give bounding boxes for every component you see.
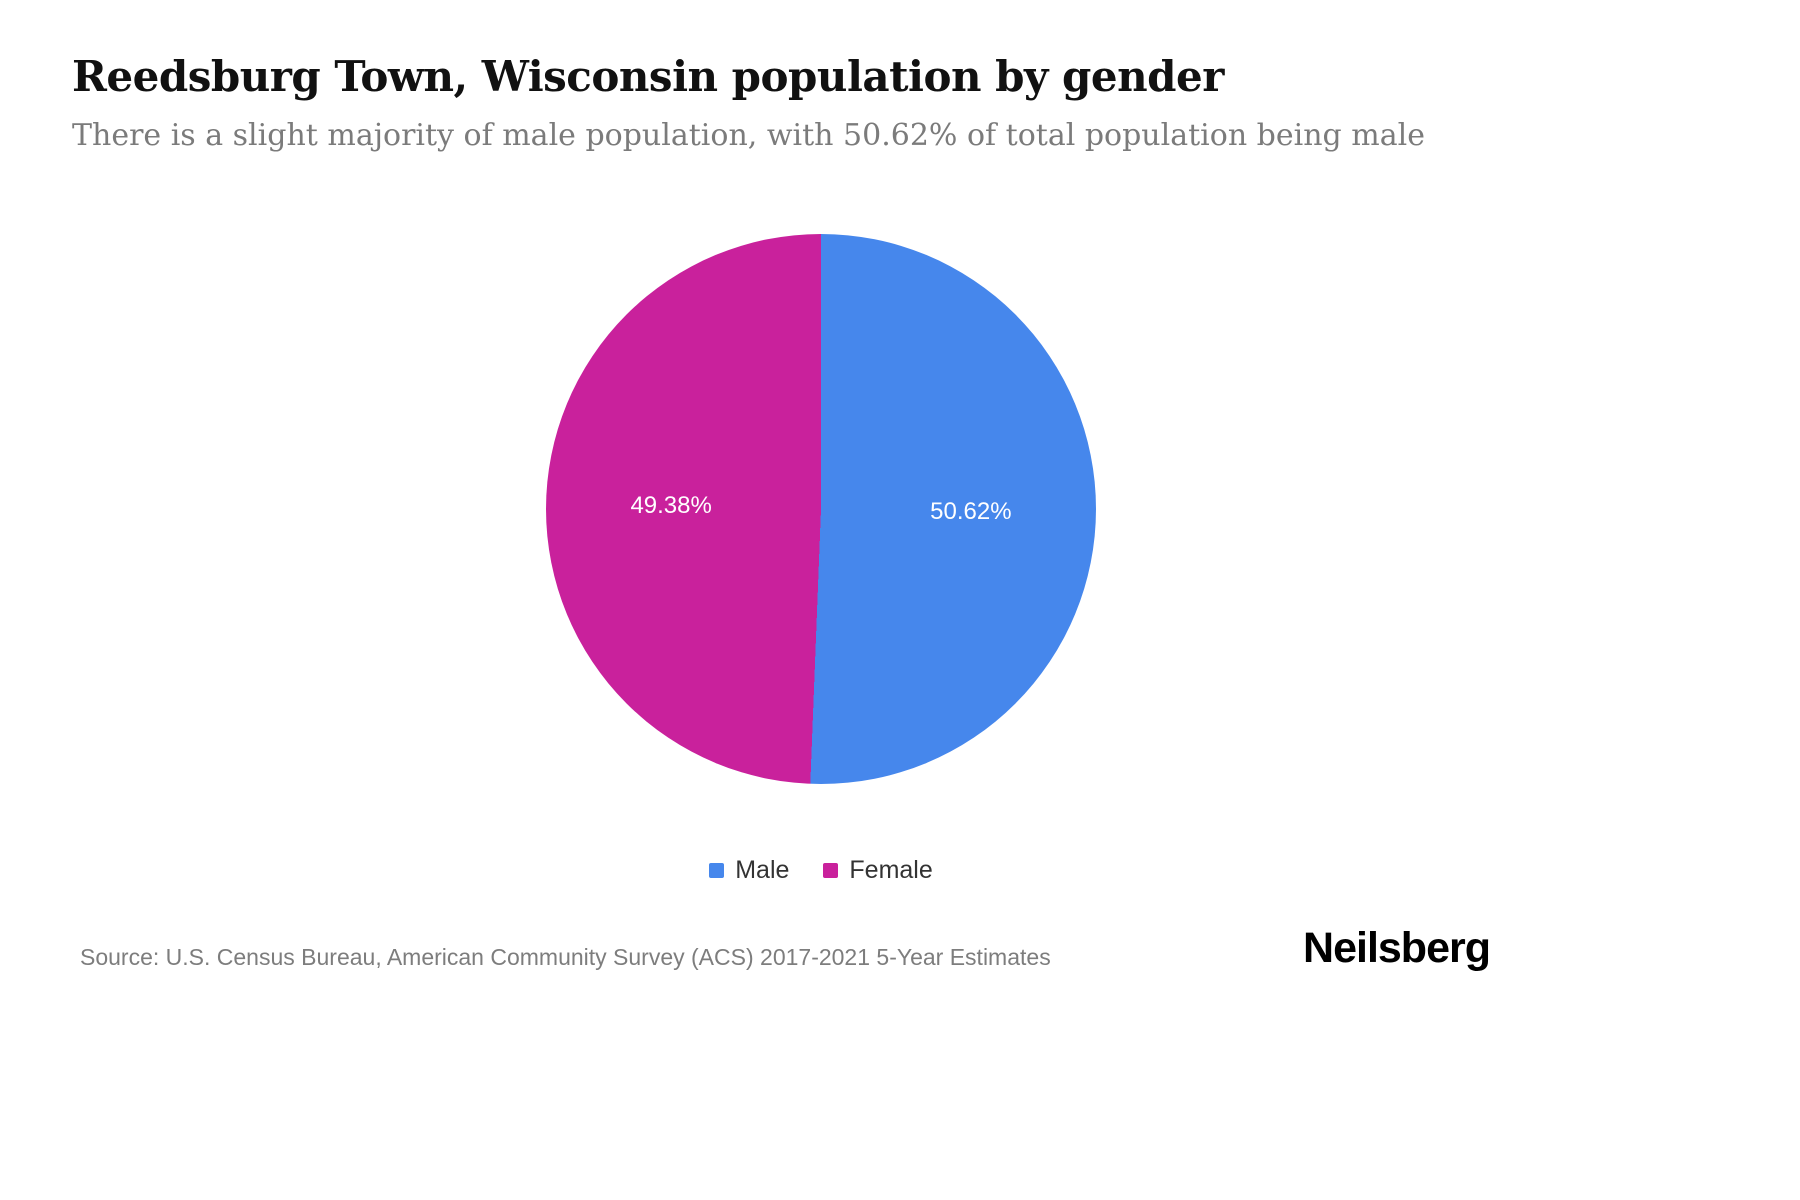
- legend: Male Female: [546, 856, 1096, 885]
- legend-label-female: Female: [849, 856, 933, 884]
- neilsberg-logo: Neilsberg: [1303, 924, 1491, 972]
- legend-swatch-male: [709, 863, 725, 878]
- page-subtitle: There is a slight majority of male popul…: [72, 118, 1425, 153]
- page-title: Reedsburg Town, Wisconsin population by …: [72, 52, 1224, 101]
- slice-label-female: 49.38%: [630, 492, 712, 520]
- source-text: Source: U.S. Census Bureau, American Com…: [80, 944, 1051, 970]
- legend-label-male: Male: [735, 856, 790, 884]
- pie-chart: 50.62% 49.38%: [546, 234, 1096, 784]
- legend-item-male[interactable]: Male: [709, 856, 789, 885]
- slice-label-male: 50.62%: [930, 497, 1012, 525]
- legend-swatch-female: [823, 863, 839, 878]
- legend-item-female[interactable]: Female: [823, 856, 933, 885]
